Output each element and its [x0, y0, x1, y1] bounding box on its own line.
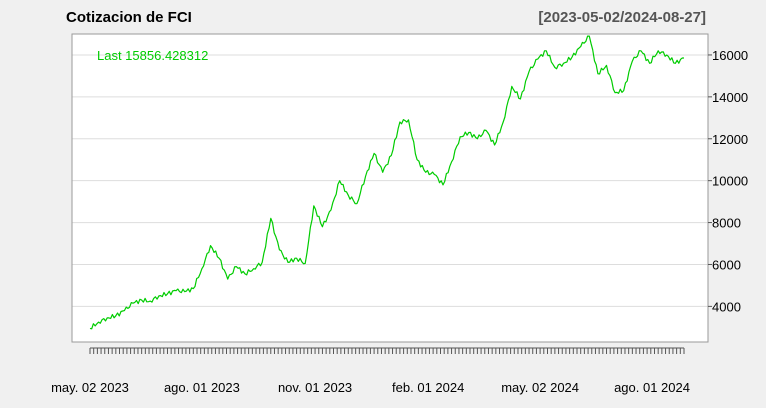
plot-frame — [71, 33, 709, 343]
y-tick-label: 16000 — [712, 48, 748, 63]
series-line — [89, 35, 684, 330]
y-tick-label: 14000 — [712, 90, 748, 105]
series-layer — [89, 35, 684, 330]
x-tick-label: may. 02 2023 — [51, 380, 129, 395]
x-tick-label: may. 02 2024 — [501, 380, 579, 395]
y-tick-label: 10000 — [712, 174, 748, 189]
y-tick-label: 6000 — [712, 257, 741, 272]
x-axis: may. 02 2023 ago. 01 2023 nov. 01 2023 feb.… — [51, 347, 690, 395]
y-axis: 4000 6000 8000 10000 12000 14000 16000 — [708, 48, 748, 314]
x-tick-label: ago. 01 2024 — [614, 380, 690, 395]
y-tick-label: 8000 — [712, 216, 741, 231]
y-tick-label: 4000 — [712, 299, 741, 314]
date-range-label: [2023-05-02/2024-08-27] — [538, 9, 706, 26]
x-tick-label: feb. 01 2024 — [392, 380, 464, 395]
plot-area — [72, 34, 708, 342]
grid-lines — [72, 54, 708, 307]
chart-title: Cotizacion de FCI — [66, 9, 192, 26]
y-tick-label: 12000 — [712, 132, 748, 147]
x-tick-label: nov. 01 2023 — [278, 380, 352, 395]
x-tick-label: ago. 01 2023 — [164, 380, 240, 395]
last-value-label: Last 15856.428312 — [97, 48, 208, 63]
